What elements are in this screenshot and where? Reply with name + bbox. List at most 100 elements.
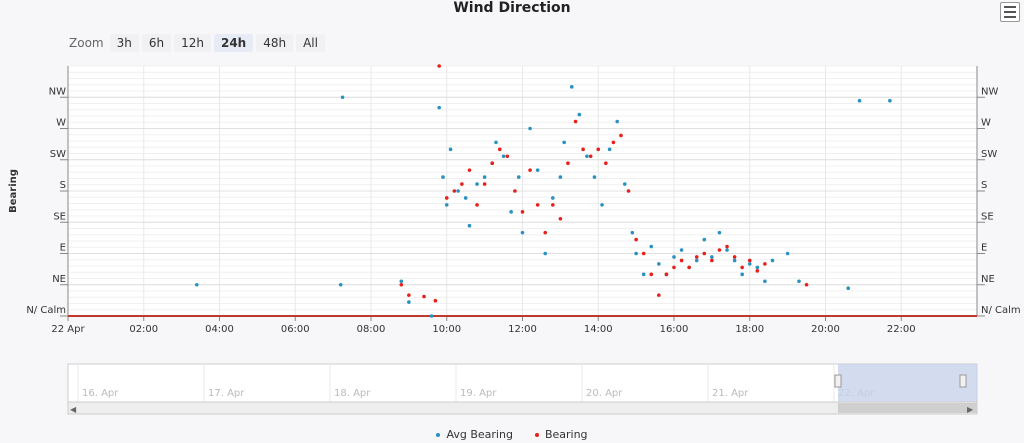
avg-bearing-point	[501, 154, 506, 159]
scroll-left-arrow-icon: ◀	[70, 405, 77, 414]
bearing-point	[551, 203, 555, 207]
y-tick-label: N/ Calm	[26, 305, 66, 316]
bearing-point	[573, 119, 578, 124]
avg-bearing-point	[194, 282, 199, 287]
navigator-handle-left	[834, 374, 842, 388]
chart-menu-button[interactable]	[1000, 2, 1020, 22]
zoom-12h-button[interactable]: 12h	[174, 34, 211, 52]
y-tick-label: S	[60, 180, 66, 191]
navigator-selection	[838, 364, 977, 402]
avg-bearing-point	[340, 95, 345, 100]
avg-bearing-point	[456, 189, 460, 193]
legend-label: Bearing	[544, 428, 588, 441]
zoom-all-button[interactable]: All	[296, 34, 325, 52]
zoom-48h-button[interactable]: 48h	[256, 34, 294, 52]
navigator-handle-right	[959, 374, 967, 388]
avg-bearing-point	[592, 175, 597, 179]
navigator-label: 20. Apr	[586, 388, 623, 399]
bearing-point	[433, 298, 438, 303]
bearing-point	[482, 182, 487, 186]
legend-avg-bearing[interactable]: Avg Bearing	[436, 428, 513, 441]
x-tick-label: 12:00	[508, 324, 537, 335]
bearing-point	[717, 248, 722, 252]
avg-bearing-point	[641, 272, 646, 277]
bearing-point	[520, 210, 525, 214]
bearing-point	[513, 189, 517, 193]
avg-bearing-point	[630, 230, 635, 235]
avg-bearing-point	[622, 182, 627, 186]
bearing-point	[619, 133, 623, 138]
avg-bearing-point	[338, 282, 343, 287]
avg-bearing-point	[725, 248, 729, 252]
bearing-point	[528, 168, 532, 172]
avg-bearing-point	[888, 98, 892, 103]
y-tick-label: NW	[981, 86, 998, 97]
bearing-point	[535, 203, 540, 207]
x-tick-label: 20:00	[811, 324, 840, 335]
avg-bearing-point	[543, 251, 548, 256]
avg-bearing-point	[615, 119, 619, 124]
navigator-label: 18. Apr	[334, 388, 371, 399]
bearing-point	[710, 258, 714, 263]
avg-bearing-point	[702, 237, 707, 242]
avg-bearing-point	[770, 258, 775, 263]
avg-bearing-point	[732, 258, 737, 263]
bearing-point	[611, 140, 616, 145]
legend-bearing[interactable]: Bearing	[534, 428, 588, 441]
bearing-point	[604, 161, 608, 166]
bearing-point	[505, 154, 510, 159]
bearing-point	[422, 294, 426, 299]
navigator-scrollbar-thumb	[838, 403, 977, 413]
bearing-point	[763, 262, 767, 266]
chart-title: Wind Direction	[453, 0, 571, 16]
y-tick-label: SW	[50, 149, 66, 160]
y-axis-title: Bearing	[8, 169, 19, 213]
bearing-point	[596, 147, 601, 152]
avg-bearing-point	[649, 244, 654, 249]
bearing-point	[740, 265, 744, 270]
x-tick-label: 16:00	[660, 324, 689, 335]
avg-bearing-point	[755, 265, 760, 270]
x-tick-label: 08:00	[357, 324, 386, 335]
bearing-point	[467, 168, 472, 172]
zoom-6h-button[interactable]: 6h	[141, 34, 172, 52]
bearing-point	[407, 293, 411, 297]
y-tick-label: N/ Calm	[981, 305, 1021, 316]
avg-bearing-point	[634, 251, 638, 256]
avg-bearing-point	[520, 230, 525, 235]
x-tick-label: 14:00	[584, 324, 613, 335]
avg-bearing-point	[463, 196, 468, 200]
avg-bearing-point	[551, 196, 555, 200]
bearing-point	[497, 147, 502, 152]
avg-bearing-point	[710, 255, 714, 259]
navigator-label: 16. Apr	[82, 388, 119, 399]
y-tick-label: SE	[53, 211, 66, 222]
x-tick-label: 06:00	[281, 324, 310, 335]
avg-bearing-point	[509, 210, 513, 214]
y-tick-label: NE	[52, 274, 66, 285]
bearing-point	[634, 237, 638, 242]
x-tick-label: 22 Apr	[51, 324, 85, 335]
avg-bearing-point	[672, 255, 676, 259]
bearing-point	[672, 265, 676, 270]
y-tick-label: SE	[981, 211, 994, 222]
avg-bearing-point	[448, 147, 453, 152]
bearing-point	[452, 189, 457, 193]
avg-bearing-point	[444, 203, 449, 207]
avg-bearing-point	[535, 168, 540, 172]
zoom-bar: Zoom 3h 6h 12h 24h 48h All	[69, 34, 328, 52]
x-tick-label: 18:00	[735, 324, 764, 335]
avg-bearing-point	[694, 258, 699, 263]
x-tick-label: 10:00	[432, 324, 461, 335]
avg-bearing-point	[857, 98, 862, 103]
avg-bearing-point	[846, 286, 851, 291]
avg-bearing-point	[585, 154, 589, 159]
avg-bearing-point	[577, 112, 582, 117]
legend: Avg Bearing Bearing	[0, 428, 1024, 441]
legend-label: Avg Bearing	[446, 428, 513, 441]
zoom-3h-button[interactable]: 3h	[109, 34, 139, 52]
zoom-24h-button[interactable]: 24h	[213, 34, 254, 52]
bearing-point	[679, 258, 684, 263]
bearing-point	[475, 203, 479, 207]
